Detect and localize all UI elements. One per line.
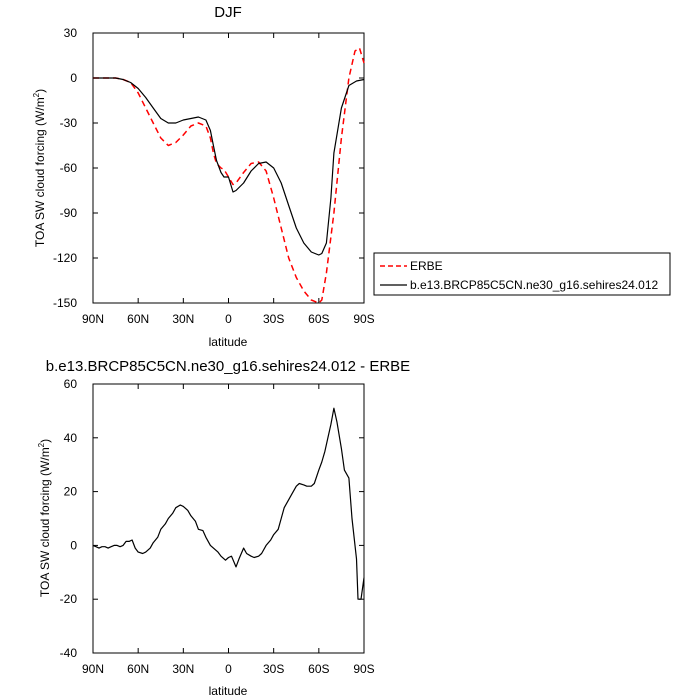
bottom-y-tick-label: 40: [64, 431, 78, 445]
bottom-x-tick-label: 60S: [308, 662, 329, 676]
bottom-x-axis-label: latitude: [209, 684, 248, 698]
bottom-x-tick-label: 0: [225, 662, 232, 676]
bottom-y-tick-label: -20: [60, 592, 78, 606]
legend-model-label: b.e13.BRCP85C5CN.ne30_g16.sehires24.012: [410, 278, 658, 292]
bottom-y-tick-label: -40: [60, 646, 78, 660]
top-x-tick-label: 60N: [127, 312, 149, 326]
legend: ERBE b.e13.BRCP85C5CN.ne30_g16.sehires24…: [373, 252, 671, 296]
top-y-axis-label-close: ): [33, 89, 47, 93]
top-series-line-erbe: [93, 47, 365, 304]
top-x-tick-label: 90N: [82, 312, 104, 326]
top-y-axis-label: TOA SW cloud forcing (W/m2): [32, 89, 47, 247]
top-x-tick-label: 30N: [172, 312, 194, 326]
bottom-y-tick-label: 20: [64, 485, 78, 499]
top-y-tick-label: -120: [53, 251, 77, 265]
bottom-x-tick-label: 30N: [172, 662, 194, 676]
top-x-axis-label: latitude: [209, 335, 248, 349]
bottom-chart: b.e13.BRCP85C5CN.ne30_g16.sehires24.012 …: [37, 358, 410, 698]
bottom-x-tick-label: 90N: [82, 662, 104, 676]
bottom-y-tick-label: 0: [70, 538, 77, 552]
top-chart-title: DJF: [214, 4, 242, 21]
top-chart: DJF 30 0 -30 -60 -90 -120 -150 90N 60N 30N 0 30S 60…: [32, 4, 671, 349]
bottom-y-axis-label: TOA SW cloud forcing (W/m2): [37, 439, 52, 597]
top-y-tick-label: -150: [53, 296, 77, 310]
top-y-tick-label: -90: [60, 206, 78, 220]
bottom-x-ticks: 90N 60N 30N 0 30S 60S 90S: [82, 384, 375, 676]
top-y-tick-label: 0: [70, 71, 77, 85]
top-y-tick-label: -30: [60, 116, 78, 130]
top-x-ticks: 90N 60N 30N 0 30S 60S 90S: [82, 33, 375, 326]
top-x-tick-label: 30S: [263, 312, 284, 326]
top-series-line-b-e13-brcp85c5cn-ne30-g16-sehires24-012: [93, 77, 365, 256]
top-x-tick-label: 60S: [308, 312, 329, 326]
bottom-x-tick-label: 60N: [127, 662, 149, 676]
bottom-x-tick-label: 30S: [263, 662, 284, 676]
top-y-tick-label: 30: [64, 26, 78, 40]
top-y-axis-label-main: TOA SW cloud forcing (W/m: [33, 97, 47, 247]
legend-box: [373, 252, 671, 296]
top-series: [93, 47, 365, 304]
top-y-ticks: 30 0 -30 -60 -90 -120 -150: [53, 26, 364, 310]
top-y-tick-label: -60: [60, 161, 78, 175]
bottom-y-axis-label-sup: 2: [37, 442, 46, 447]
bottom-series-line-difference: [92, 407, 365, 600]
top-x-tick-label: 0: [225, 312, 232, 326]
bottom-x-tick-label: 90S: [353, 662, 374, 676]
bottom-plot-frame: [92, 383, 365, 654]
top-x-tick-label: 90S: [353, 312, 374, 326]
legend-erbe-label: ERBE: [410, 259, 443, 273]
bottom-y-axis-label-main: TOA SW cloud forcing (W/m: [38, 447, 52, 597]
bottom-series: [92, 407, 365, 600]
top-y-axis-label-sup: 2: [32, 92, 41, 97]
bottom-y-axis-label-close: ): [38, 439, 52, 443]
bottom-chart-title: b.e13.BRCP85C5CN.ne30_g16.sehires24.012 …: [46, 358, 410, 375]
bottom-y-tick-label: 60: [64, 377, 78, 391]
top-plot-frame: [92, 32, 365, 304]
bottom-y-ticks: 60 40 20 0 -20 -40: [60, 377, 364, 660]
